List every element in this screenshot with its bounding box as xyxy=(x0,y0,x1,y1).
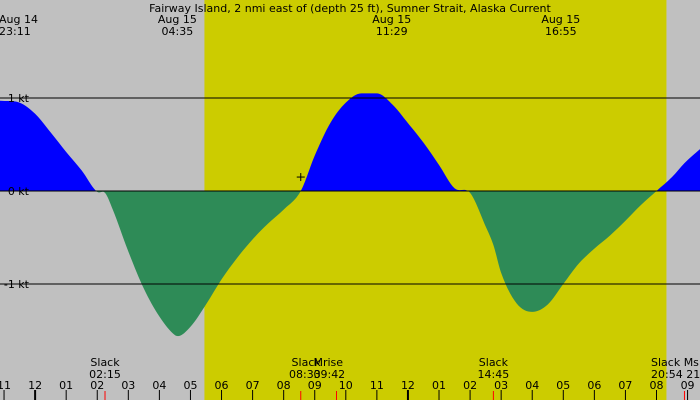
y-axis-labels: 1 kt 0 kt -1 kt xyxy=(4,92,30,291)
hour-label: 12 xyxy=(28,379,42,392)
hour-label: 09 xyxy=(681,379,695,392)
hour-label: 05 xyxy=(183,379,197,392)
event-name-label: Mrise xyxy=(313,356,343,369)
event-time-label: 09:42 xyxy=(313,368,345,381)
hour-label: 08 xyxy=(277,379,291,392)
ebb-area xyxy=(0,191,700,337)
hour-label: 03 xyxy=(494,379,508,392)
event-time-label: 16:55 xyxy=(545,25,577,38)
event-time-label: 02:15 xyxy=(89,368,121,381)
hour-label: 01 xyxy=(59,379,73,392)
hour-label: 03 xyxy=(121,379,135,392)
event-name-label: Slack xyxy=(479,356,509,369)
hour-label: 07 xyxy=(246,379,260,392)
hour-label: 02 xyxy=(90,379,104,392)
y-tick-label: 1 kt xyxy=(8,92,30,105)
event-name-label: Slack Ms xyxy=(651,356,699,369)
current-areas xyxy=(0,93,700,337)
hour-label: 06 xyxy=(587,379,601,392)
gridlines xyxy=(0,97,700,285)
event-time-label: 14:45 xyxy=(478,368,510,381)
hour-label: 11 xyxy=(0,379,11,392)
hour-label: 10 xyxy=(339,379,353,392)
y-tick-label: -1 kt xyxy=(4,278,30,291)
hour-label: 05 xyxy=(556,379,570,392)
hour-label: 02 xyxy=(463,379,477,392)
bottom-event-labels: Slack02:15Slack08:33Mrise09:42Slack14:45… xyxy=(89,356,700,381)
event-time-label: 08:33 xyxy=(289,368,321,381)
hour-label: 11 xyxy=(370,379,384,392)
hour-label: 04 xyxy=(152,379,166,392)
hour-label: 12 xyxy=(401,379,415,392)
event-date-label: Aug 15 xyxy=(158,13,197,26)
event-time-label: 11:29 xyxy=(376,25,408,38)
hour-label: 07 xyxy=(618,379,632,392)
hour-label: 06 xyxy=(215,379,229,392)
hour-label: 01 xyxy=(432,379,446,392)
event-date-label: Aug 15 xyxy=(541,13,580,26)
hour-label: 04 xyxy=(525,379,539,392)
hour-label: 08 xyxy=(650,379,664,392)
event-date-label: Aug 14 xyxy=(0,13,38,26)
x-axis: 11 12 01 02 03 04 05 06 07 08 09 10 11 12 01 02 03 04 05 06… xyxy=(0,379,695,400)
y-tick-label: 0 kt xyxy=(8,185,30,198)
event-date-label: Aug 15 xyxy=(372,13,411,26)
event-time-label: 20:54 21 xyxy=(651,368,700,381)
event-time-label: 23:11 xyxy=(0,25,31,38)
hour-label: 09 xyxy=(308,379,322,392)
event-time-label: 04:35 xyxy=(162,25,194,38)
event-name-label: Slack xyxy=(292,356,322,369)
event-name-label: Slack xyxy=(90,356,120,369)
flood-area xyxy=(0,93,700,191)
chart-title: Fairway Island, 2 nmi east of (depth 25 … xyxy=(149,2,551,15)
